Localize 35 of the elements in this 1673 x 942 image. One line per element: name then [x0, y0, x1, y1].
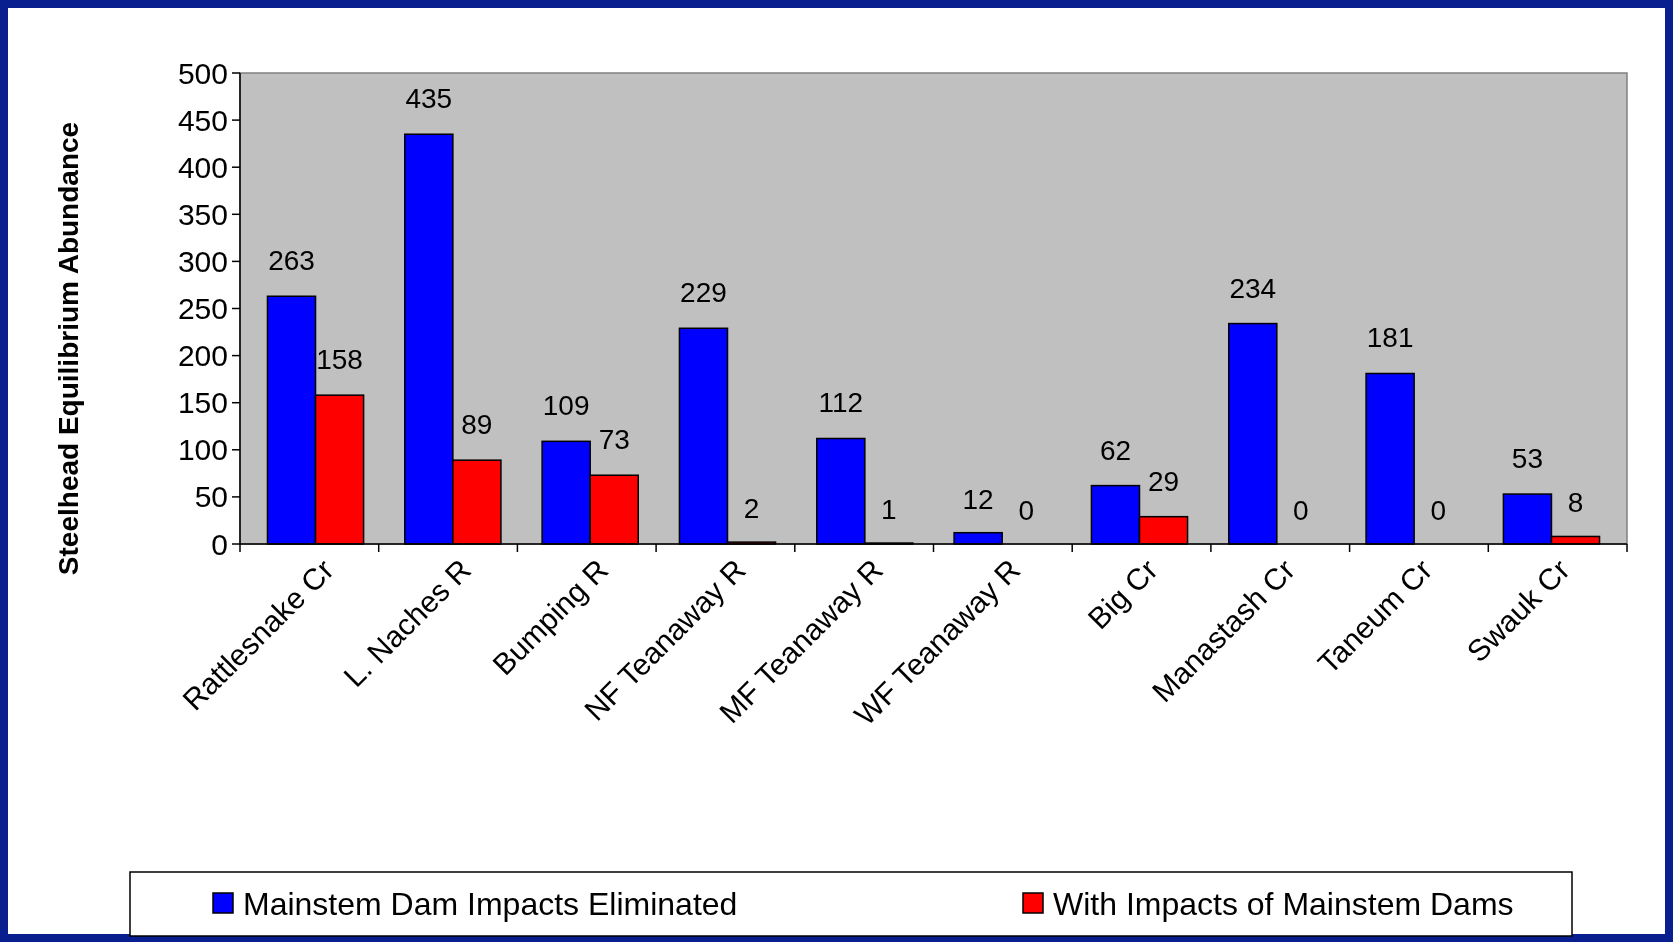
data-label: 53 — [1511, 443, 1544, 475]
data-label: 62 — [1099, 434, 1132, 466]
data-label: 234 — [1229, 272, 1277, 304]
data-label: 158 — [316, 344, 363, 376]
y-tick-label: 300 — [177, 244, 228, 278]
y-tick-label: 450 — [177, 103, 228, 137]
data-label: 8 — [1567, 487, 1584, 519]
data-label: 29 — [1147, 465, 1180, 497]
data-label: 0 — [1293, 495, 1309, 526]
y-tick-label: 500 — [177, 56, 228, 90]
y-tick-label: 250 — [177, 292, 228, 325]
y-tick-label: 200 — [177, 339, 228, 373]
legend-label: With Impacts of Mainstem Dams — [1053, 886, 1514, 923]
data-label: 263 — [268, 245, 315, 277]
data-label: 435 — [405, 83, 453, 115]
y-tick-label: 350 — [177, 197, 228, 231]
y-tick-label: 0 — [211, 527, 228, 561]
data-label: 112 — [818, 387, 864, 419]
y-axis-title: Steelhead Equilibrium Abundance — [53, 121, 84, 576]
data-label: 0 — [1430, 495, 1446, 526]
x-tick-label: Big Cr — [1081, 552, 1164, 636]
data-label: 89 — [461, 409, 493, 441]
legend-label: Mainstem Dam Impacts Eliminated — [243, 886, 738, 923]
y-tick-label: 150 — [177, 386, 228, 420]
data-label: 181 — [1366, 322, 1414, 354]
y-tick-label: 100 — [177, 433, 228, 467]
data-label: 73 — [598, 424, 630, 456]
data-label: 12 — [962, 483, 994, 515]
data-label: 229 — [680, 277, 727, 309]
y-tick-label: 50 — [194, 480, 228, 514]
data-label: 109 — [542, 390, 590, 422]
y-tick-label: 400 — [177, 150, 228, 184]
data-label: 1 — [881, 494, 897, 526]
data-label: 0 — [1018, 495, 1034, 526]
data-label: 2 — [743, 493, 760, 525]
